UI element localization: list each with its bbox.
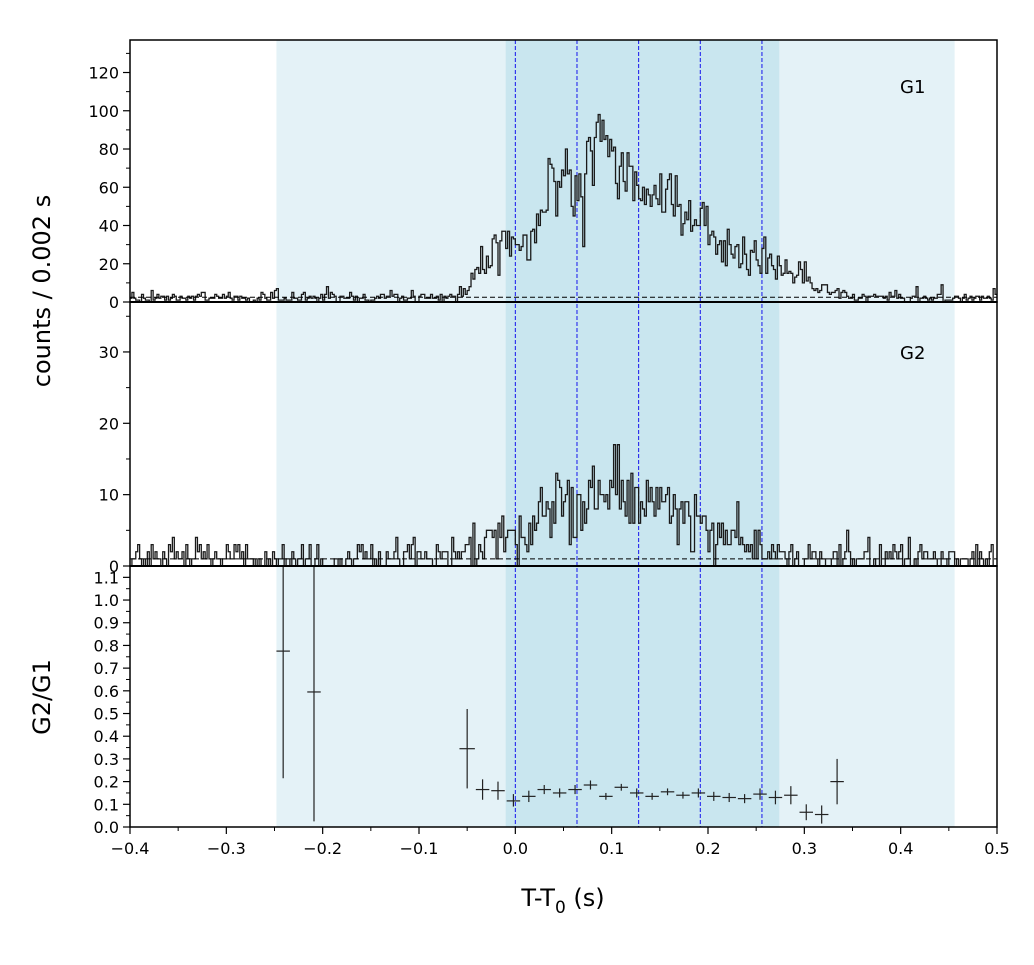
y-tick-label-p2-7: 0.7 bbox=[94, 659, 119, 678]
y-tick-label-p2-0: 0.0 bbox=[94, 818, 119, 837]
shaded-region-1 bbox=[505, 40, 780, 827]
x-tick-label-4: 0.0 bbox=[503, 839, 528, 858]
y-tick-label-p0-1: 20 bbox=[99, 255, 119, 274]
x-tick-label-7: 0.3 bbox=[792, 839, 817, 858]
x-tick-label-1: −0.3 bbox=[207, 839, 246, 858]
y-tick-label-p0-5: 100 bbox=[88, 102, 119, 121]
y-tick-label-p2-2: 0.2 bbox=[94, 773, 119, 792]
light-curve-g1 bbox=[130, 113, 997, 303]
x-axis-title-subscript: 0 bbox=[555, 898, 566, 918]
y-axis-title-ratio: G2/G1 bbox=[28, 659, 56, 735]
y-tick-label-p2-1: 0.1 bbox=[94, 795, 119, 814]
y-tick-label-p2-5: 0.5 bbox=[94, 705, 119, 724]
x-tick-label-0: −0.4 bbox=[111, 839, 150, 858]
y-tick-label-p0-2: 40 bbox=[99, 217, 119, 236]
panel-label-g2: G2 bbox=[900, 343, 925, 364]
ratio-error-bars bbox=[276, 566, 844, 824]
y-tick-label-p2-11: 1.1 bbox=[94, 568, 119, 587]
y-tick-label-p2-8: 0.8 bbox=[94, 636, 119, 655]
y-tick-label-p0-3: 60 bbox=[99, 178, 119, 197]
x-tick-label-3: −0.1 bbox=[400, 839, 439, 858]
y-tick-label-p2-4: 0.4 bbox=[94, 727, 119, 746]
y-tick-label-p1-1: 10 bbox=[99, 486, 119, 505]
x-tick-label-5: 0.1 bbox=[599, 839, 624, 858]
x-axis-title: T-T0 (s) bbox=[520, 884, 604, 918]
y-tick-label-p0-0: 0 bbox=[109, 293, 119, 312]
panel-label-g1: G1 bbox=[900, 77, 925, 98]
y-tick-label-p1-0: 0 bbox=[109, 557, 119, 576]
x-tick-label-2: −0.2 bbox=[303, 839, 342, 858]
x-tick-label-9: 0.5 bbox=[984, 839, 1009, 858]
tick-marks-and-labels: 0 20 40 60 80 100 120 0 10 20 30 0.0 0.1 0.2 0.3 0.4 0.5… bbox=[88, 52, 1010, 858]
y-axis-title-counts: counts / 0.002 s bbox=[28, 195, 56, 387]
light-curves bbox=[130, 113, 997, 567]
y-tick-label-p0-4: 80 bbox=[99, 140, 119, 159]
y-tick-label-p1-2: 20 bbox=[99, 414, 119, 433]
y-tick-label-p2-10: 1.0 bbox=[94, 591, 119, 610]
x-axis-title-unit: (s) bbox=[566, 884, 605, 912]
x-tick-label-6: 0.2 bbox=[695, 839, 720, 858]
y-tick-label-p1-3: 30 bbox=[99, 343, 119, 362]
x-tick-label-8: 0.4 bbox=[888, 839, 913, 858]
y-tick-label-p2-9: 0.9 bbox=[94, 614, 119, 633]
vertical-dashed-lines bbox=[514, 40, 763, 827]
y-tick-label-p0-6: 120 bbox=[88, 64, 119, 83]
x-axis-title-main: T-T bbox=[520, 884, 555, 912]
y-tick-label-p2-3: 0.3 bbox=[94, 750, 119, 769]
y-tick-label-p2-6: 0.6 bbox=[94, 682, 119, 701]
